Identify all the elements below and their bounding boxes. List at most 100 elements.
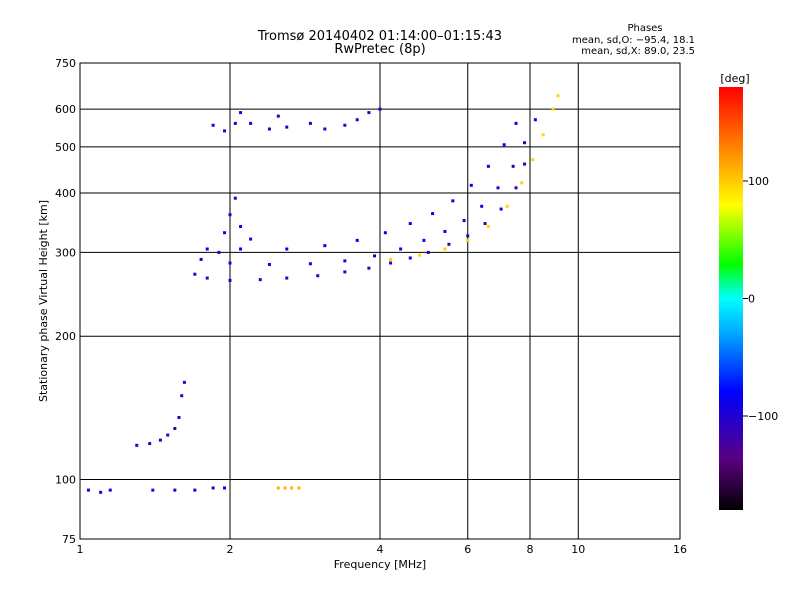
trace-point <box>431 212 435 216</box>
trace-point <box>451 199 455 203</box>
trace-point <box>151 488 155 492</box>
colorbar <box>719 87 743 510</box>
colorbar-tick-label: 0 <box>748 293 755 306</box>
trace-point <box>466 238 470 242</box>
trace-point <box>283 486 287 490</box>
trace-point <box>505 204 509 208</box>
trace-point <box>486 225 490 229</box>
trace-point <box>86 488 90 492</box>
y-tick-label: 200 <box>55 330 76 343</box>
trace-point <box>228 213 232 217</box>
phase-heading: Phases <box>627 23 662 34</box>
trace-point <box>316 274 320 278</box>
trace-point <box>228 278 232 282</box>
trace-point <box>523 141 527 145</box>
trace-point <box>523 162 527 166</box>
trace-point <box>285 247 289 251</box>
trace-point <box>533 118 537 122</box>
trace-point <box>108 488 112 492</box>
trace-point <box>290 486 294 490</box>
trace-point <box>355 118 359 122</box>
trace-point <box>135 443 139 447</box>
y-tick-label: 300 <box>55 246 76 259</box>
trace-point <box>239 111 243 115</box>
trace-point <box>399 247 403 251</box>
trace-point <box>367 111 371 115</box>
colorbar-label: [deg] <box>720 72 749 85</box>
trace-point <box>511 164 515 168</box>
trace-point <box>422 238 426 242</box>
trace-point <box>233 196 237 200</box>
chart-subtitle: RwPretec (8p) <box>334 42 425 57</box>
trace-point <box>367 266 371 270</box>
trace-point <box>205 276 209 280</box>
trace-point <box>228 261 232 265</box>
trace-point <box>258 278 262 282</box>
trace-point <box>267 262 271 266</box>
trace-point <box>239 247 243 251</box>
phase-x-stats: mean, sd,X: 89.0, 23.5 <box>581 46 695 57</box>
trace-point <box>267 127 271 131</box>
trace-point <box>443 229 447 233</box>
trace-point <box>483 222 487 226</box>
trace-point <box>233 121 237 125</box>
trace-point <box>343 259 347 263</box>
trace-point <box>469 183 473 187</box>
trace-point <box>323 127 327 131</box>
x-tick-label: 16 <box>673 543 687 556</box>
trace-point <box>520 181 524 185</box>
trace-point <box>462 219 466 223</box>
y-axis-ticks: 75 100 200 300 400 500 600 750 <box>55 57 76 546</box>
trace-point <box>276 486 280 490</box>
y-tick-label: 100 <box>55 474 76 487</box>
trace-point <box>193 488 197 492</box>
trace-point <box>217 250 221 254</box>
trace-point <box>541 133 545 137</box>
trace-point <box>177 415 181 419</box>
trace-point <box>249 237 253 241</box>
y-tick-label: 400 <box>55 187 76 200</box>
trace-point <box>223 231 227 235</box>
trace-point <box>551 107 555 111</box>
trace-point <box>223 129 227 133</box>
trace-point <box>426 250 430 254</box>
trace-point <box>378 107 382 111</box>
trace-point <box>383 231 387 235</box>
y-axis-label: Stationary phase Virtual Height [km] <box>37 200 50 402</box>
trace-point <box>417 253 421 257</box>
trace-point <box>466 234 470 238</box>
trace-point <box>148 442 152 446</box>
trace-point <box>408 222 412 226</box>
trace-point <box>323 244 327 248</box>
trace-point <box>239 225 243 229</box>
trace-point <box>166 433 170 437</box>
trace-point <box>514 186 518 190</box>
trace-point <box>443 247 447 251</box>
trace-point <box>193 272 197 276</box>
trace-point <box>373 254 377 258</box>
y-tick-label: 500 <box>55 141 76 154</box>
x-tick-label: 8 <box>527 543 534 556</box>
colorbar-tick-label: 100 <box>748 175 769 188</box>
x-axis-ticks: 1 2 4 6 8 10 16 <box>77 543 688 556</box>
trace-point <box>223 486 227 490</box>
x-tick-label: 4 <box>377 543 384 556</box>
trace-point <box>389 257 393 261</box>
trace-point <box>158 438 162 442</box>
chart-title: Tromsø 20140402 01:14:00–01:15:43 <box>257 29 502 44</box>
trace-point <box>496 186 500 190</box>
trace-point <box>408 256 412 260</box>
trace-point <box>199 257 203 261</box>
trace-point <box>180 394 184 398</box>
trace-point <box>182 380 186 384</box>
trace-point <box>173 488 177 492</box>
trace-point <box>447 242 451 246</box>
x-tick-label: 2 <box>227 543 234 556</box>
x-tick-label: 10 <box>571 543 585 556</box>
x-tick-label: 6 <box>464 543 471 556</box>
trace-point <box>308 121 312 125</box>
trace-point <box>297 486 301 490</box>
trace-point <box>205 247 209 251</box>
trace-point <box>499 207 503 211</box>
